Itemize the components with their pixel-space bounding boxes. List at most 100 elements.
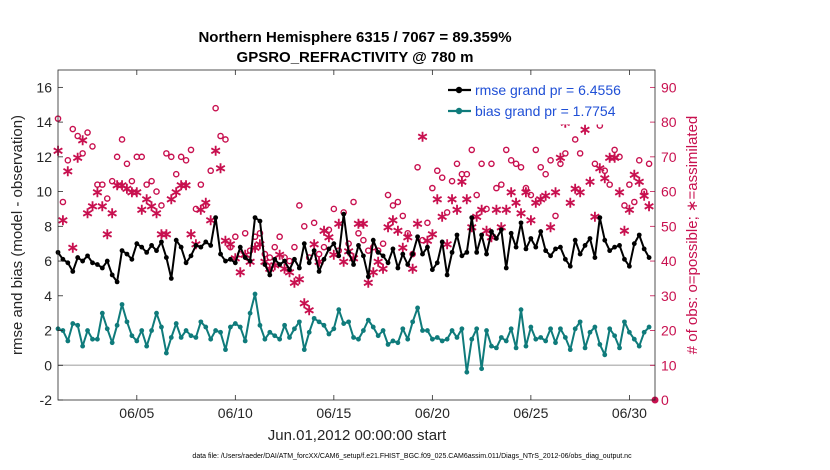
y-left-tick-label: -2 bbox=[40, 392, 53, 408]
bias-series-point bbox=[360, 328, 366, 333]
obs-assimilated-point: ∗ bbox=[451, 201, 464, 218]
obs-possible-point bbox=[148, 177, 155, 185]
rmse-series-point bbox=[311, 248, 317, 254]
bias-series-point bbox=[429, 336, 435, 342]
obs-assimilated-point: ∗ bbox=[584, 174, 597, 191]
obs-possible-point bbox=[276, 233, 283, 241]
rmse-series-point bbox=[370, 237, 376, 243]
rmse-series-point bbox=[247, 258, 253, 264]
bias-series-point bbox=[513, 345, 519, 351]
y-right-tick-label: 20 bbox=[661, 323, 677, 339]
obs-assimilated-point: ∗ bbox=[352, 215, 365, 232]
obs-assimilated-point: ∗ bbox=[254, 236, 267, 253]
rmse-series-point bbox=[464, 249, 470, 255]
obs-possible-point bbox=[571, 136, 579, 143]
obs-possible-point bbox=[320, 243, 328, 251]
obs-possible-point bbox=[222, 136, 229, 143]
obs-possible-point bbox=[512, 160, 520, 168]
x-tick-label: 06/15 bbox=[316, 405, 351, 421]
obs-assimilated-point: ∗ bbox=[564, 195, 577, 212]
obs-assimilated-point: ∗ bbox=[416, 129, 429, 146]
y-axis-label-left: rmse and bias (model - observation) bbox=[9, 115, 26, 355]
bias-series-point bbox=[597, 342, 603, 347]
rmse-series-point bbox=[449, 249, 455, 255]
bias-series-point bbox=[173, 321, 179, 326]
bias-series-point bbox=[612, 333, 618, 339]
rmse-series-point bbox=[60, 256, 66, 262]
obs-assimilated-point: ∗ bbox=[608, 149, 621, 166]
rmse-series-point bbox=[237, 244, 243, 250]
rmse-series-point bbox=[641, 246, 647, 252]
obs-possible-point bbox=[438, 174, 446, 181]
bias-series-point bbox=[213, 328, 219, 333]
rmse-series-point bbox=[479, 232, 485, 238]
rmse-series-point bbox=[149, 243, 154, 248]
obs-assimilated-point: ∗ bbox=[288, 274, 301, 291]
obs-possible-point bbox=[123, 160, 131, 168]
obs-assimilated-point: ∗ bbox=[411, 215, 424, 232]
bias-series-point bbox=[114, 322, 120, 328]
y-left-tick-label: 4 bbox=[44, 288, 52, 304]
bias-series-point bbox=[518, 307, 524, 313]
obs-possible-point bbox=[113, 153, 121, 161]
obs-possible-point bbox=[187, 146, 195, 154]
rmse-series-point bbox=[331, 241, 337, 247]
bias-series-point bbox=[119, 302, 125, 307]
y-left-tick-label: 8 bbox=[44, 218, 52, 234]
obs-possible-point bbox=[256, 229, 264, 237]
obs-possible-point bbox=[404, 229, 412, 237]
rmse-series-point bbox=[336, 253, 342, 259]
bias-series-point bbox=[341, 321, 347, 326]
obs-possible-point bbox=[498, 181, 505, 188]
bias-series-point bbox=[252, 291, 258, 297]
obs-possible-point bbox=[478, 160, 485, 168]
plot-frame bbox=[57, 69, 656, 401]
rmse-series-point bbox=[587, 236, 593, 241]
obs-assimilated-point: ∗ bbox=[436, 208, 449, 225]
bias-series-point bbox=[104, 326, 110, 332]
y-right-tick-label: 90 bbox=[661, 79, 677, 95]
obs-possible-point bbox=[424, 219, 431, 227]
bias-series-point bbox=[163, 350, 169, 356]
obs-possible-point bbox=[488, 160, 495, 168]
obs-assimilated-point: ∗ bbox=[426, 226, 439, 243]
rmse-series-point bbox=[597, 215, 603, 221]
bias-series-point bbox=[400, 326, 406, 332]
rmse-series-point bbox=[154, 248, 159, 254]
obs-possible-point bbox=[502, 146, 510, 154]
obs-possible-point bbox=[291, 243, 298, 251]
bias-series-point bbox=[592, 324, 598, 330]
rmse-series-point bbox=[70, 269, 76, 274]
rmse-series-point bbox=[80, 258, 86, 264]
obs-assimilated-point: ∗ bbox=[549, 184, 562, 201]
obs-possible-point bbox=[429, 184, 436, 192]
bias-series-point bbox=[232, 321, 238, 326]
obs-assimilated-point: ∗ bbox=[598, 170, 611, 187]
obs-assimilated-point: ∗ bbox=[62, 163, 75, 180]
rmse-series-point bbox=[474, 249, 480, 255]
obs-possible-point bbox=[384, 191, 392, 199]
obs-possible-point bbox=[182, 157, 190, 164]
y-left-tick-label: 12 bbox=[36, 149, 52, 165]
rmse-series-point bbox=[454, 232, 460, 238]
obs-assimilated-point: ∗ bbox=[155, 226, 168, 243]
y-left-tick-label: 10 bbox=[36, 184, 52, 200]
rmse-series-point bbox=[533, 244, 539, 250]
bias-series-point bbox=[543, 338, 549, 344]
obs-assimilated-point: ∗ bbox=[515, 205, 528, 222]
bias-series-point bbox=[558, 326, 563, 332]
bias-series-point bbox=[420, 328, 425, 333]
obs-assimilated-point: ∗ bbox=[131, 184, 144, 201]
obs-assimilated-point: ∗ bbox=[643, 198, 656, 215]
obs-possible-point bbox=[448, 177, 456, 185]
obs-assimilated-point: ∗ bbox=[71, 149, 84, 166]
obs-possible-point bbox=[232, 233, 239, 241]
rmse-series-point bbox=[139, 244, 145, 250]
rmse-series-point bbox=[301, 241, 307, 247]
obs-assimilated-point: ∗ bbox=[111, 177, 124, 194]
obs-assimilated-point: ∗ bbox=[303, 302, 316, 319]
obs-assimilated-point: ∗ bbox=[594, 160, 607, 177]
obs-assimilated-point: ∗ bbox=[470, 208, 483, 225]
obs-assimilated-point: ∗ bbox=[530, 195, 543, 212]
obs-assimilated-point: ∗ bbox=[76, 132, 89, 149]
